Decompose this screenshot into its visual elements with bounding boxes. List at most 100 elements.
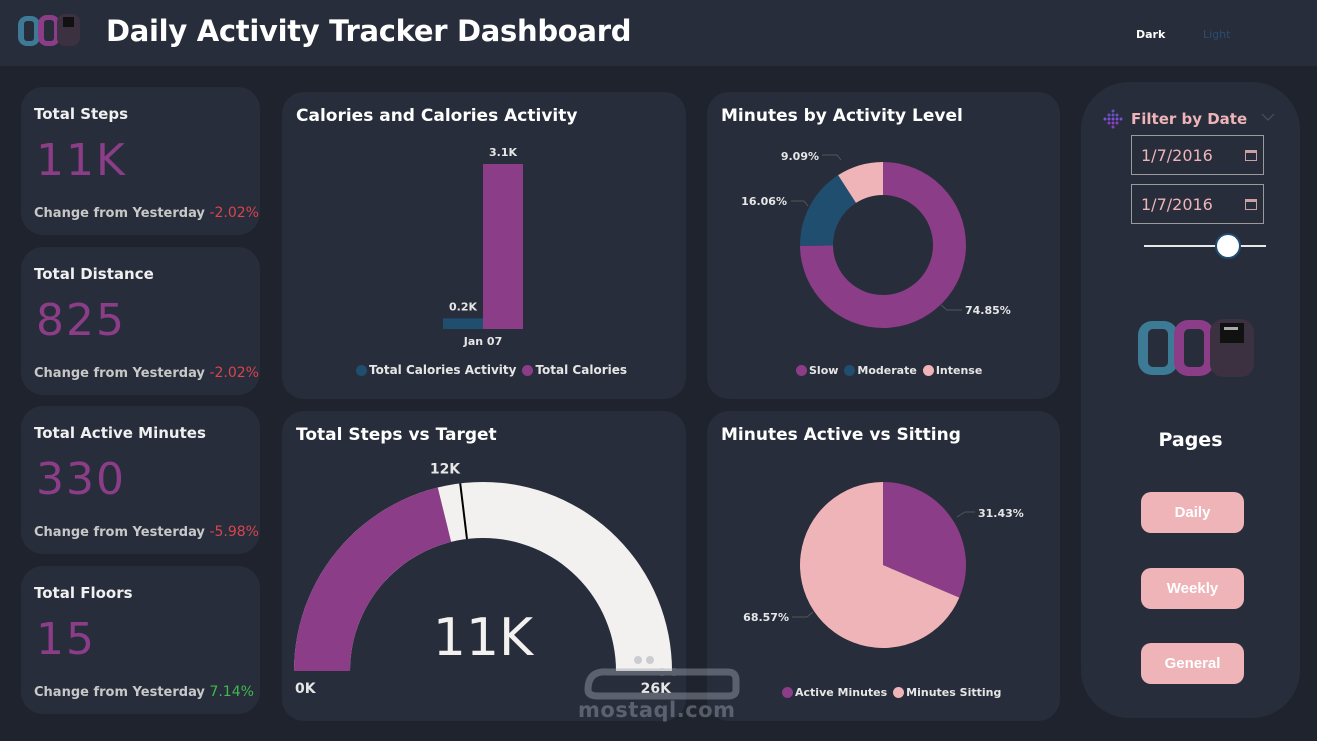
kpi-value: 11K xyxy=(36,135,127,186)
legend-dot xyxy=(356,364,367,376)
kpi-change-value: 7.14% xyxy=(209,684,254,700)
kpi-title: Total Floors xyxy=(34,584,133,602)
legend-item[interactable]: Moderate xyxy=(857,364,917,377)
legend-item[interactable]: Intense xyxy=(935,364,983,377)
kpi-change-label: Change from Yesterday xyxy=(34,525,205,540)
page-button-daily[interactable]: Daily xyxy=(1141,492,1244,533)
filter-title: Filter by Date xyxy=(1131,110,1248,128)
leader-line xyxy=(792,611,814,618)
pages-heading: Pages xyxy=(1158,429,1223,451)
calendar-icon[interactable] xyxy=(1245,150,1257,161)
chart-legend: Total Calories Activity Total Calories xyxy=(353,363,627,377)
chart-title: Total Steps vs Target xyxy=(296,425,497,445)
kpi-change-label: Change from Yesterday xyxy=(34,685,205,700)
bar-total-calories-activity[interactable] xyxy=(443,318,483,329)
fitness-bands-image xyxy=(1138,319,1254,377)
steps-vs-target-panel: Total Steps vs Target 12K 0K 26K 11K xyxy=(282,411,686,721)
gauge-value-arc xyxy=(294,487,452,671)
fitness-bands-logo xyxy=(18,14,80,46)
donut-slice-slow[interactable] xyxy=(800,162,966,328)
kpi-title: Total Distance xyxy=(34,265,154,283)
theme-dark-toggle[interactable]: Dark xyxy=(1136,28,1166,41)
donut-slice-intense[interactable] xyxy=(838,162,883,203)
kpi-value: 330 xyxy=(36,454,126,505)
kpi-card-total-distance: Total Distance 825 Change from Yesterday… xyxy=(21,247,260,395)
calories-chart-panel: Calories and Calories Activity 0.2K 3.1K… xyxy=(282,92,686,399)
bar-data-label: 0.2K xyxy=(449,300,477,313)
kpi-value: 15 xyxy=(36,614,96,665)
gauge-max-label: 26K xyxy=(641,681,672,697)
date-slider-track[interactable] xyxy=(1144,245,1266,247)
calendar-icon[interactable] xyxy=(1245,199,1257,210)
active-vs-sitting-pie-chart: 31.43% 68.57% xyxy=(743,482,1024,648)
fitbit-icon xyxy=(1103,109,1123,129)
kpi-change-label: Change from Yesterday xyxy=(34,206,205,221)
kpi-change-value: -2.02% xyxy=(209,205,259,221)
activity-level-donut-chart: 9.09% 16.06% 74.85% xyxy=(741,150,1011,328)
page-button-general[interactable]: General xyxy=(1141,643,1244,684)
calories-bar-chart: 0.2K 3.1K Jan 07 xyxy=(443,146,523,348)
header-bar: Daily Activity Tracker Dashboard Dark Li… xyxy=(0,0,1317,66)
legend-dot xyxy=(893,687,905,698)
gauge-min-label: 0K xyxy=(295,681,317,697)
kpi-title: Total Steps xyxy=(34,105,129,123)
sidebar-panel: Filter by Date 1/7/2016 1/7/2016 Pages D… xyxy=(1081,82,1300,718)
steps-gauge-chart: 12K 0K 26K 11K xyxy=(294,461,672,697)
leader-line xyxy=(940,304,962,311)
kpi-card-total-floors: Total Floors 15 Change from Yesterday 7.… xyxy=(21,566,260,714)
kpi-change: Change from Yesterday -5.98% xyxy=(34,524,259,540)
page-button-weekly[interactable]: Weekly xyxy=(1141,568,1244,609)
slice-data-label: 74.85% xyxy=(965,304,1011,317)
leader-line xyxy=(791,200,809,207)
legend-item[interactable]: Minutes Sitting xyxy=(906,686,1002,699)
chevron-down-icon[interactable] xyxy=(1261,112,1275,122)
legend-dot xyxy=(796,365,807,376)
gauge-target-marker xyxy=(459,483,468,540)
pie-slice-minutes-sitting[interactable] xyxy=(800,482,960,648)
legend-item[interactable]: Slow xyxy=(809,364,839,377)
legend-dot xyxy=(522,364,534,376)
slice-data-label: 68.57% xyxy=(743,611,789,624)
end-date-input[interactable]: 1/7/2016 xyxy=(1131,184,1264,224)
legend-dot xyxy=(782,687,793,698)
chart-title: Minutes by Activity Level xyxy=(721,106,963,126)
theme-light-toggle[interactable]: Light xyxy=(1203,28,1231,41)
leader-line xyxy=(822,154,842,161)
chart-legend: Slow Moderate Intense xyxy=(793,364,982,377)
kpi-change: Change from Yesterday 7.14% xyxy=(34,684,254,700)
activity-level-chart-panel: Minutes by Activity Level 9.09% 16.06% 7… xyxy=(707,92,1060,399)
x-tick-label: Jan 07 xyxy=(463,335,502,348)
start-date-input[interactable]: 1/7/2016 xyxy=(1131,135,1264,175)
active-vs-sitting-panel: Minutes Active vs Sitting 31.43% 68.57% … xyxy=(707,411,1060,721)
kpi-value: 825 xyxy=(36,295,126,346)
chart-title: Minutes Active vs Sitting xyxy=(721,425,961,445)
start-date-value: 1/7/2016 xyxy=(1141,146,1213,165)
chart-title: Calories and Calories Activity xyxy=(296,106,578,126)
bar-total-calories[interactable] xyxy=(483,164,523,329)
kpi-change-label: Change from Yesterday xyxy=(34,366,205,381)
kpi-change: Change from Yesterday -2.02% xyxy=(34,365,259,381)
pie-slice-active-minutes[interactable] xyxy=(883,482,966,598)
date-slider-thumb[interactable] xyxy=(1215,233,1241,259)
kpi-change-value: -5.98% xyxy=(209,524,259,540)
bar-data-label: 3.1K xyxy=(489,146,517,159)
kpi-title: Total Active Minutes xyxy=(34,424,206,442)
legend-dot xyxy=(844,365,856,376)
slice-data-label: 31.43% xyxy=(978,507,1024,520)
legend-item[interactable]: Total Calories xyxy=(535,363,628,377)
gauge-value-label: 11K xyxy=(433,608,535,668)
page-title: Daily Activity Tracker Dashboard xyxy=(106,14,632,48)
leader-line xyxy=(956,511,975,518)
chart-legend: Active Minutes Minutes Sitting xyxy=(779,686,1001,699)
legend-item[interactable]: Total Calories Activity xyxy=(369,363,517,377)
gauge-target-label: 12K xyxy=(430,461,461,477)
kpi-card-total-steps: Total Steps 11K Change from Yesterday -2… xyxy=(21,87,260,235)
end-date-value: 1/7/2016 xyxy=(1141,195,1213,214)
slice-data-label: 16.06% xyxy=(741,195,787,208)
kpi-change-value: -2.02% xyxy=(209,365,259,381)
kpi-card-total-active-minutes: Total Active Minutes 330 Change from Yes… xyxy=(21,406,260,554)
slice-data-label: 9.09% xyxy=(781,150,819,163)
legend-item[interactable]: Active Minutes xyxy=(795,686,888,699)
donut-slice-moderate[interactable] xyxy=(800,175,856,246)
kpi-change: Change from Yesterday -2.02% xyxy=(34,205,259,221)
